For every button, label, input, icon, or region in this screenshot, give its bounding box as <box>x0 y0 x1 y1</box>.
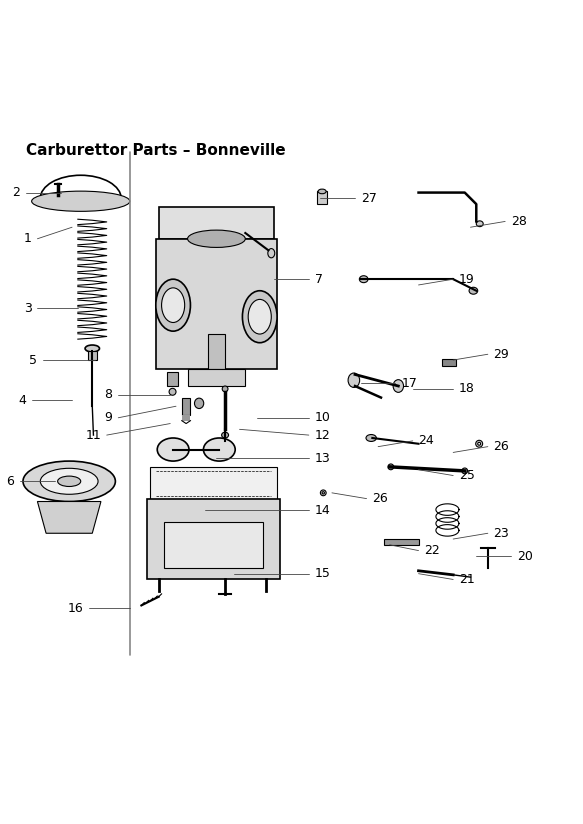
Polygon shape <box>182 397 191 415</box>
Polygon shape <box>384 539 419 545</box>
Bar <box>442 359 456 366</box>
Ellipse shape <box>157 438 189 461</box>
Text: 25: 25 <box>459 469 475 482</box>
Text: Carburettor Parts – Bonneville: Carburettor Parts – Bonneville <box>26 143 286 158</box>
Text: 14: 14 <box>315 503 331 517</box>
Ellipse shape <box>477 442 480 445</box>
Text: 26: 26 <box>373 492 388 505</box>
Text: 13: 13 <box>315 452 331 465</box>
Ellipse shape <box>248 299 271 334</box>
Polygon shape <box>156 239 277 368</box>
Ellipse shape <box>322 492 324 494</box>
Text: 27: 27 <box>361 192 377 205</box>
Text: 29: 29 <box>494 348 510 361</box>
Ellipse shape <box>476 440 483 447</box>
Text: 8: 8 <box>104 388 113 401</box>
Text: 11: 11 <box>85 428 101 442</box>
Ellipse shape <box>203 438 235 461</box>
Ellipse shape <box>393 380 403 392</box>
Ellipse shape <box>268 249 275 258</box>
Bar <box>159 207 274 239</box>
Ellipse shape <box>40 468 98 494</box>
Ellipse shape <box>188 230 245 247</box>
Text: 9: 9 <box>104 411 113 424</box>
Text: 7: 7 <box>315 273 322 286</box>
Bar <box>87 351 97 360</box>
Text: 23: 23 <box>494 527 510 540</box>
Text: 28: 28 <box>511 215 527 228</box>
Polygon shape <box>188 368 245 386</box>
Text: 15: 15 <box>315 567 331 580</box>
Text: 21: 21 <box>459 573 475 586</box>
Bar <box>167 372 178 386</box>
Text: 19: 19 <box>459 273 475 286</box>
Text: 17: 17 <box>401 377 417 390</box>
Text: 24: 24 <box>419 434 434 447</box>
Ellipse shape <box>318 189 326 194</box>
Text: 6: 6 <box>6 475 15 488</box>
Ellipse shape <box>476 221 483 227</box>
Ellipse shape <box>169 388 176 396</box>
Ellipse shape <box>469 288 477 294</box>
Text: 12: 12 <box>315 428 331 442</box>
Text: 18: 18 <box>459 382 475 396</box>
Text: 3: 3 <box>24 302 31 315</box>
Bar <box>164 522 262 568</box>
Bar <box>318 191 326 204</box>
Bar <box>150 467 277 499</box>
Ellipse shape <box>156 279 191 331</box>
Ellipse shape <box>388 464 394 470</box>
Ellipse shape <box>161 288 185 322</box>
Ellipse shape <box>348 373 360 387</box>
Ellipse shape <box>359 276 368 283</box>
Text: 5: 5 <box>29 353 37 367</box>
Bar <box>147 499 280 579</box>
Text: 16: 16 <box>68 602 83 615</box>
Ellipse shape <box>321 490 326 496</box>
Ellipse shape <box>243 291 277 343</box>
Text: 20: 20 <box>517 550 533 563</box>
Text: 4: 4 <box>18 394 26 407</box>
Ellipse shape <box>195 398 203 409</box>
Ellipse shape <box>40 193 121 210</box>
Ellipse shape <box>462 468 468 474</box>
Text: 1: 1 <box>24 232 31 246</box>
Ellipse shape <box>23 461 115 502</box>
Ellipse shape <box>85 345 100 352</box>
Ellipse shape <box>366 434 377 442</box>
Ellipse shape <box>58 476 80 486</box>
Text: 22: 22 <box>424 544 440 557</box>
Text: 10: 10 <box>315 411 331 424</box>
Polygon shape <box>37 502 101 533</box>
Ellipse shape <box>222 433 229 438</box>
Text: 2: 2 <box>12 186 20 199</box>
Ellipse shape <box>222 386 228 391</box>
Ellipse shape <box>31 191 130 211</box>
Polygon shape <box>208 334 225 368</box>
Text: 26: 26 <box>494 440 510 453</box>
